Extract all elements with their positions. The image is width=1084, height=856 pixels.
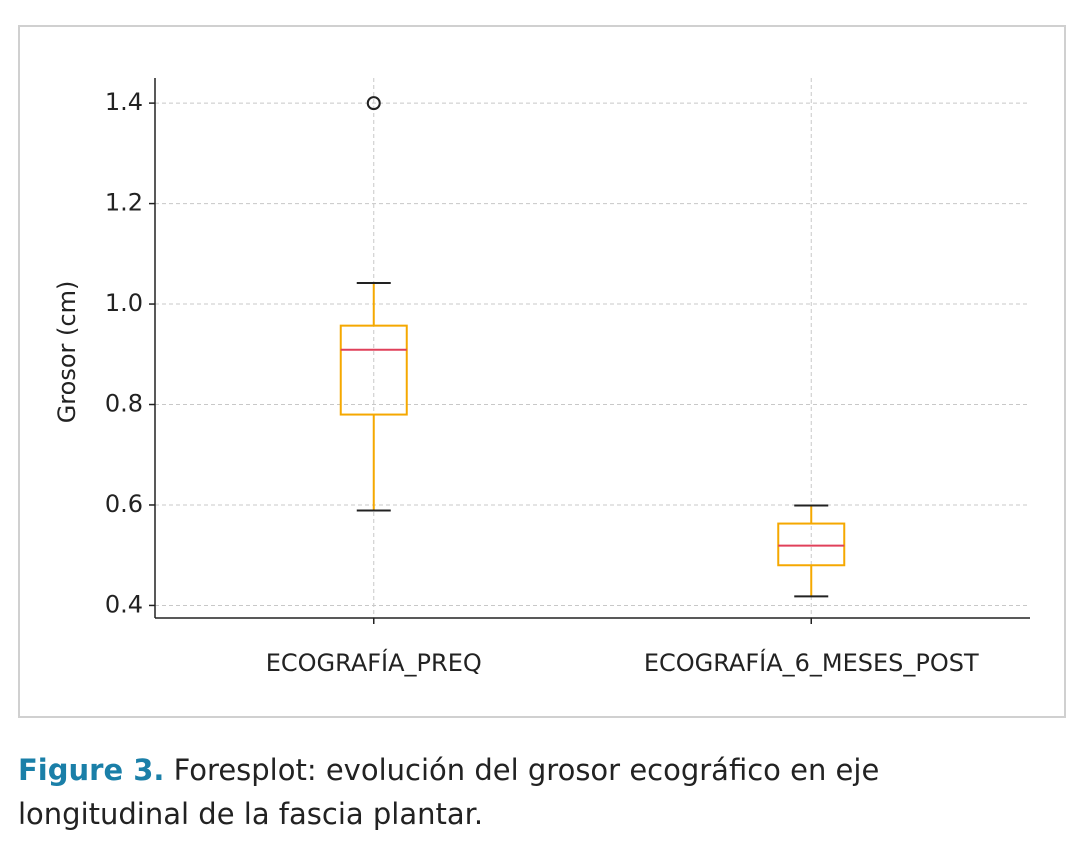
y-tick-label: 0.6: [105, 490, 143, 518]
y-tick-label: 1.4: [105, 88, 143, 116]
y-axis-label: Grosor (cm): [53, 281, 81, 424]
outlier: [366, 96, 381, 111]
y-tick-label: 0.8: [105, 390, 143, 418]
x-tick-label: ECOGRAFÍA_PREQ: [266, 648, 482, 677]
box: [339, 324, 408, 416]
caption: Figure 3. Foresplot: evolución del groso…: [18, 748, 918, 836]
caption-text: Foresplot: evolución del grosor ecográfi…: [18, 753, 880, 831]
box: [777, 522, 846, 567]
x-tick-label: ECOGRAFÍA_6_MESES_POST: [644, 648, 979, 677]
chart: Grosor (cm) 0.4 0.6 0.8 1.0 1.2 1.4 ECOGRAFÍA_…: [53, 78, 1030, 677]
y-tick-label: 1.2: [105, 189, 143, 217]
y-tick-label: 0.4: [105, 590, 143, 618]
caption-label: Figure 3.: [18, 753, 165, 787]
figure-frame: [18, 25, 1066, 718]
y-tick-label: 1.0: [105, 289, 143, 317]
